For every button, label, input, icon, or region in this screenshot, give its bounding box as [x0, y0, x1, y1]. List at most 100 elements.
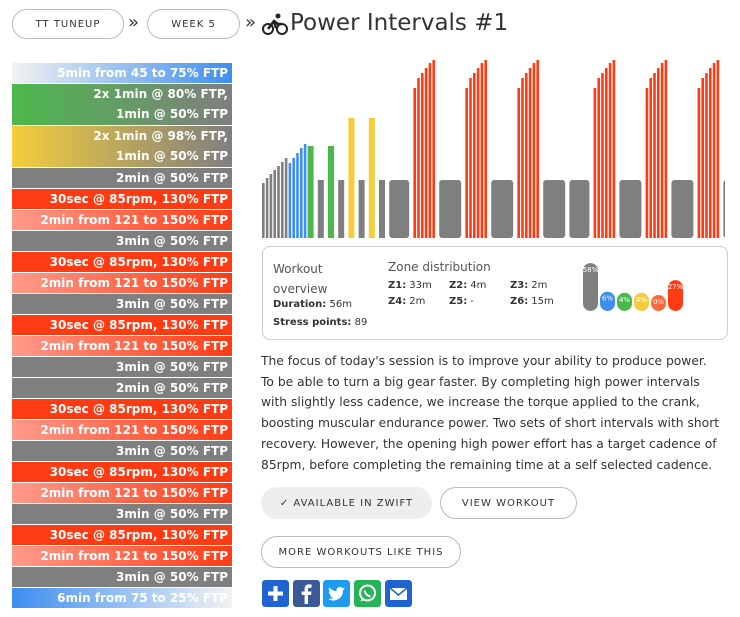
profile-bar [709, 68, 712, 238]
profile-bar [262, 183, 265, 238]
interval-row: 2min from 121 to 150% FTP [12, 483, 232, 503]
interval-text: 2min @ 50% FTP [116, 381, 228, 395]
profile-bar [569, 180, 590, 238]
zone: Z4: 2m [388, 296, 425, 307]
profile-bar [428, 63, 432, 238]
more-workouts-button[interactable]: MORE WORKOUTS LIKE THIS [261, 536, 461, 568]
interval-text: 3min @ 50% FTP [116, 234, 228, 248]
share-add[interactable] [262, 580, 289, 607]
zone-bar [583, 263, 598, 311]
zwift-button[interactable]: ✓ AVAILABLE IN ZWIFT [261, 487, 432, 519]
interval-row: 30sec @ 85rpm, 130% FTP [12, 525, 232, 545]
profile-bar [484, 60, 487, 238]
interval-text: 3min @ 50% FTP [116, 507, 228, 521]
interval-text: 5min from 45 to 75% FTP [57, 66, 228, 80]
zone: Z3: 2m [510, 280, 547, 291]
interval-text: 2min from 121 to 150% FTP [40, 486, 228, 500]
profile-bar [536, 60, 539, 238]
interval-row: 30sec @ 85rpm, 130% FTP [12, 399, 232, 419]
profile-bar [697, 88, 701, 238]
zone-bar [651, 295, 666, 311]
zone-time: 33m [409, 280, 432, 291]
breadcrumb[interactable]: WEEK 5 [147, 9, 240, 39]
profile-bar [473, 73, 476, 238]
interval-row: 2min from 121 to 150% FTP [12, 273, 232, 293]
profile-bar [368, 118, 375, 238]
interval-text: 30sec @ 85rpm, 130% FTP [49, 192, 228, 206]
interval-text: 3min @ 50% FTP [116, 444, 228, 458]
profile-bar [705, 73, 708, 238]
share-whatsapp[interactable] [354, 580, 381, 607]
profile-bar [307, 146, 314, 238]
profile-bar [413, 88, 416, 238]
profile-bar [338, 180, 345, 238]
profile-bar [660, 63, 664, 238]
interval-row: 2min from 121 to 150% FTP [12, 420, 232, 440]
profile-bar [525, 73, 528, 238]
profile-bar [491, 180, 514, 238]
profile-bar [281, 162, 284, 238]
zone-time: 15m [531, 296, 554, 307]
profile-bar [593, 88, 597, 238]
profile-bar [608, 63, 612, 238]
interval-row: 3min @ 50% FTP [12, 567, 232, 587]
interval-text: 3min @ 50% FTP [116, 360, 228, 374]
page-title: Power Intervals #1 [290, 10, 509, 36]
interval-row: 3min @ 50% FTP [12, 441, 232, 461]
zone-heading: Zone distribution [388, 260, 491, 274]
profile-bar [701, 78, 704, 238]
profile-bar [379, 180, 385, 238]
profile-bar [348, 118, 355, 238]
profile-bar [300, 148, 303, 238]
zone-label: Z2: [449, 280, 468, 291]
value: 89 [354, 317, 368, 328]
separator: » [128, 12, 140, 33]
value: 56m [329, 299, 352, 310]
interval-text: 2x 1min @ 80% FTP, [93, 87, 228, 101]
view-workout-button[interactable]: VIEW WORKOUT [440, 487, 577, 519]
interval-row: 2min @ 50% FTP [12, 378, 232, 398]
zone-bar [634, 292, 649, 311]
profile-bar [597, 78, 600, 238]
zone-percent: 27% [668, 283, 684, 291]
profile-bar [273, 170, 276, 238]
profile-bar [277, 166, 280, 238]
duration: Duration: 56m [273, 299, 352, 310]
interval-text: 2min @ 50% FTP [116, 171, 228, 185]
zone-bar [617, 292, 632, 311]
share-twitter[interactable] [323, 580, 350, 607]
interval-text: 30sec @ 85rpm, 130% FTP [49, 255, 228, 269]
zone-label: Z5: [449, 296, 468, 307]
share-facebook[interactable] [293, 580, 320, 607]
interval-row: 2min from 121 to 150% FTP [12, 210, 232, 230]
profile-bar [303, 144, 307, 238]
profile-bar [601, 73, 604, 238]
description: The focus of today's session is to impro… [261, 354, 720, 472]
breadcrumb[interactable]: TT TUNEUP [12, 9, 124, 39]
interval-row: 2min from 121 to 150% FTP [12, 336, 232, 356]
overview-heading: Workout overview [273, 262, 328, 296]
share-email[interactable] [385, 580, 412, 607]
zone: Z1: 33m [388, 280, 432, 291]
zone-time: - [470, 296, 474, 307]
profile-bar [424, 68, 428, 238]
profile-bar [645, 88, 649, 238]
interval-text: 2min from 121 to 150% FTP [40, 339, 228, 353]
profile-bar [288, 163, 292, 238]
interval-row: 30sec @ 85rpm, 130% FTP [12, 315, 232, 335]
profile-bar [328, 146, 334, 238]
separator: » [245, 12, 257, 33]
profile-bar [653, 73, 656, 238]
zone: Z6: 15m [510, 296, 554, 307]
profile-bar [284, 158, 288, 238]
zone: Z5: - [449, 296, 474, 307]
zone-time: 2m [531, 280, 548, 291]
profile-bar [671, 180, 694, 238]
profile-bar [480, 63, 484, 238]
profile-bar [269, 174, 273, 238]
zone-label: Z1: [388, 280, 407, 291]
label: Duration: [273, 299, 327, 310]
profile-bar [465, 88, 468, 238]
zone-bar [600, 291, 615, 311]
interval-row: 30sec @ 85rpm, 130% FTP [12, 252, 232, 272]
